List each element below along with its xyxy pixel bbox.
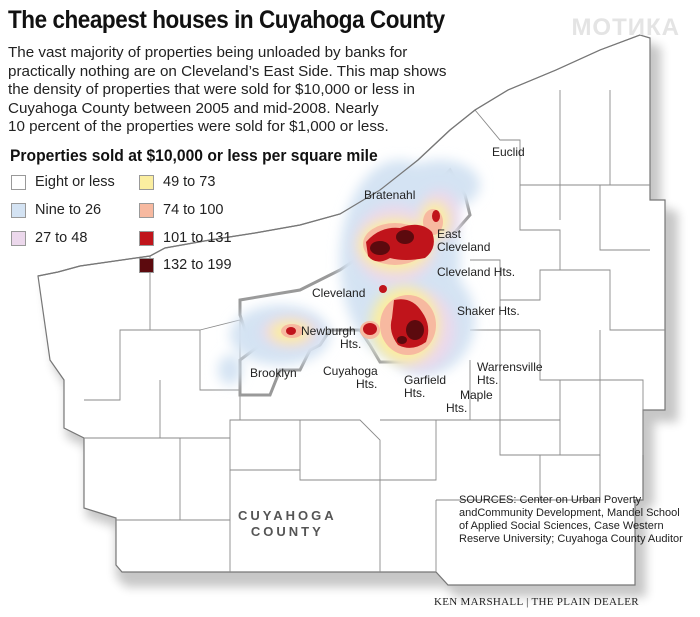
intro-text: The vast majority of properties being un… [8, 44, 448, 137]
place-label-warrensville-hts: Warrensville Hts. [477, 361, 543, 387]
place-label-cuyahoga-hts: Cuyahoga Hts. [323, 365, 378, 391]
intro-line: the density of properties that were sold… [8, 81, 415, 98]
place-label-line: Maple [460, 388, 493, 402]
legend-swatch [11, 230, 26, 246]
legend-item-nine-to-26: Nine to 26 [11, 202, 101, 218]
place-label-euclid: Euclid [492, 145, 525, 159]
place-label-newburgh-hts: Newburgh Hts. [301, 325, 361, 351]
place-label-cleveland: Cleveland [312, 286, 366, 300]
place-label-line: Hts. [477, 373, 499, 387]
place-label-line: Newburgh [301, 324, 356, 338]
legend-label: Nine to 26 [35, 202, 102, 218]
legend-swatch [139, 230, 154, 246]
place-label-line: Garfield [404, 373, 447, 387]
place-label-east-cleveland: East Cleveland [437, 228, 490, 254]
legend-item-eight-or-less: Eight or less [11, 174, 115, 190]
county-label-line: CUYAHOGA [238, 508, 337, 523]
legend-item-132-to-199: 132 to 199 [139, 257, 232, 273]
place-label-line: Cuyahoga [323, 364, 378, 378]
sources-note: SOURCES: Center on Urban Poverty andComm… [459, 494, 683, 545]
intro-line: practically nothing are on Cleveland’s E… [8, 62, 447, 80]
legend-label: 49 to 73 [163, 174, 216, 190]
legend-label: Eight or less [35, 174, 115, 190]
density-132-to-199 [370, 230, 424, 344]
legend-swatch [11, 202, 26, 218]
place-label-line: Cleveland [437, 240, 491, 254]
legend-label: 101 to 131 [163, 230, 232, 246]
legend-item-101-to-131: 101 to 131 [139, 230, 232, 246]
legend-item-27-to-48: 27 to 48 [11, 230, 87, 246]
legend-swatch [11, 174, 26, 190]
legend-swatch [139, 202, 154, 218]
credit-line: KEN MARSHALL | THE PLAIN DEALER [434, 596, 639, 608]
place-label-garfield-hts: Garfield Hts. [404, 374, 446, 400]
place-label-line: East [437, 227, 462, 241]
intro-line: Cuyahoga County between 2005 and mid-200… [8, 99, 379, 117]
place-label-bratenahl: Bratenahl [364, 188, 416, 202]
legend-label: 74 to 100 [163, 202, 224, 218]
density-layer [218, 160, 480, 385]
county-label: CUYAHOGA COUNTY [238, 508, 337, 540]
intro-line: The vast majority of properties being un… [8, 44, 408, 61]
legend-label: 132 to 199 [163, 257, 232, 273]
legend-label: 27 to 48 [35, 230, 88, 246]
place-label-line: Hts. [340, 337, 362, 351]
municipal-boundaries [84, 90, 665, 572]
legend-title: Properties sold at $10,000 or less per s… [10, 146, 378, 165]
intro-line: 10 percent of the properties were sold f… [8, 118, 389, 135]
page-title: The cheapest houses in Cuyahoga County [8, 6, 445, 34]
legend-swatch [139, 257, 154, 273]
place-label-line: Hts. [446, 401, 468, 415]
legend-item-74-to-100: 74 to 100 [139, 202, 223, 218]
place-label-line: Warrensville [477, 360, 543, 374]
place-label-maple-hts: Maple Hts. [446, 389, 493, 415]
legend-swatch [139, 174, 154, 190]
place-label-cleveland-hts: Cleveland Hts. [437, 265, 516, 279]
legend-item-49-to-73: 49 to 73 [139, 174, 215, 190]
place-label-brooklyn: Brooklyn [250, 366, 297, 380]
place-label-line: Hts. [404, 386, 426, 400]
county-label-line: COUNTY [250, 524, 324, 539]
place-label-line: Hts. [356, 377, 378, 391]
lake-erie-shoreline [37, 34, 641, 277]
place-label-shaker-hts: Shaker Hts. [457, 304, 520, 318]
watermark: МОТИКА [571, 14, 680, 41]
